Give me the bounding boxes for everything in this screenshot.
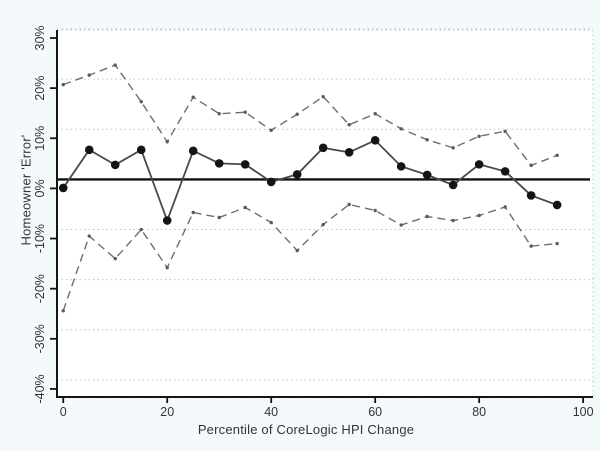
y-tick-label: -30% — [33, 324, 47, 353]
plot-area — [57, 30, 593, 397]
y-tick-label: 0% — [33, 179, 47, 197]
homeowner-error-mean-marker — [136, 145, 146, 155]
confidence-band-lower-marker — [87, 234, 91, 238]
confidence-band-upper-marker — [87, 73, 91, 77]
confidence-band-lower-marker — [113, 256, 117, 261]
homeowner-error-mean-marker — [292, 170, 302, 179]
x-tick-label: 40 — [264, 405, 278, 419]
confidence-band-lower-marker — [269, 220, 273, 225]
homeowner-error-mean-marker — [110, 160, 120, 170]
confidence-band-lower-marker — [477, 213, 481, 218]
confidence-band-upper-marker — [191, 95, 195, 99]
x-tick-label: 100 — [573, 405, 594, 419]
y-tick-label: 10% — [33, 126, 47, 151]
confidence-band-lower-marker — [555, 241, 559, 246]
confidence-band-upper-marker — [61, 82, 65, 87]
homeowner-error-mean-marker — [188, 146, 198, 156]
homeowner-error-mean-marker — [396, 162, 406, 171]
confidence-band-upper-marker — [295, 112, 299, 116]
y-tick-label: -10% — [33, 224, 47, 253]
confidence-band-lower-marker — [347, 202, 351, 207]
confidence-band-lower-marker — [61, 309, 65, 313]
confidence-band-lower-marker — [295, 248, 299, 253]
confidence-band-upper-marker — [529, 163, 533, 168]
homeowner-error-mean-marker — [448, 180, 458, 190]
homeowner-error-mean-marker — [526, 191, 536, 200]
homeowner-error-mean-marker — [58, 183, 68, 193]
confidence-band-lower-marker — [373, 208, 377, 213]
confidence-band-upper-marker — [269, 128, 273, 132]
y-tick-label: -40% — [33, 374, 47, 403]
confidence-band-upper-marker — [139, 99, 143, 104]
confidence-band-lower-marker — [425, 214, 429, 219]
homeowner-error-mean-line — [62, 139, 558, 224]
confidence-band-lower-marker — [529, 244, 533, 248]
homeowner-error-mean-marker — [318, 143, 328, 153]
confidence-band-upper-marker — [451, 146, 455, 150]
confidence-band-lower-marker — [503, 205, 507, 209]
homeowner-error-mean-marker — [162, 216, 172, 225]
x-tick-label: 80 — [472, 405, 486, 419]
homeowner-error-mean — [58, 136, 562, 225]
confidence-band-lower — [61, 202, 559, 313]
confidence-band-upper-marker — [425, 138, 429, 142]
homeowner-error-mean-marker — [422, 170, 432, 180]
y-tick-label: -20% — [33, 274, 47, 303]
confidence-band-lower-marker — [243, 205, 247, 210]
confidence-band-upper-marker — [503, 129, 507, 133]
homeowner-error-mean-marker — [344, 148, 354, 157]
confidence-band-upper-marker — [477, 134, 481, 138]
confidence-band-upper-marker — [113, 63, 117, 67]
confidence-band-lower-marker — [139, 227, 143, 232]
homeowner-error-mean-marker — [266, 177, 276, 187]
confidence-band-lower-line — [62, 203, 558, 311]
homeowner-error-mean-marker — [370, 136, 380, 145]
confidence-band-upper-marker — [243, 110, 247, 114]
x-tick-label: 0 — [60, 405, 67, 419]
x-ticks: 0 20 40 60 80 100 — [60, 397, 594, 419]
y-ticks: 30% 20% 10% 0% -10% -20% -30% -40% — [33, 25, 57, 404]
confidence-band-upper-marker — [217, 112, 221, 116]
confidence-band-upper-marker — [321, 94, 325, 99]
homeowner-error-mean-marker — [474, 160, 484, 169]
confidence-band-lower-marker — [399, 223, 403, 227]
confidence-band-lower-marker — [217, 215, 221, 220]
x-tick-label: 60 — [368, 405, 382, 419]
confidence-band-upper-marker — [165, 140, 169, 144]
y-tick-label: 30% — [33, 25, 47, 50]
confidence-band-upper-marker — [347, 123, 351, 127]
homeowner-error-mean-marker — [552, 200, 562, 210]
y-tick-label: 20% — [33, 76, 47, 101]
confidence-band-lower-marker — [191, 210, 195, 215]
x-tick-label: 20 — [160, 405, 174, 419]
y-axis-title: Homeowner 'Error' — [18, 134, 34, 246]
homeowner-error-mean-marker — [500, 167, 510, 176]
confidence-band-lower-marker — [451, 218, 455, 223]
homeowner-error-mean-marker — [214, 159, 224, 168]
x-axis-title: Percentile of CoreLogic HPI Change — [197, 422, 415, 437]
homeowner-error-mean-marker — [240, 160, 250, 169]
confidence-band-upper-marker — [373, 112, 377, 116]
confidence-band-upper — [61, 63, 559, 168]
confidence-band-upper-marker — [555, 153, 559, 158]
confidence-band-lower-marker — [321, 222, 325, 227]
confidence-band-lower-marker — [165, 265, 169, 270]
homeowner-error-mean-marker — [84, 145, 94, 155]
confidence-band-upper-line — [62, 64, 558, 167]
confidence-band-upper-marker — [399, 127, 403, 131]
